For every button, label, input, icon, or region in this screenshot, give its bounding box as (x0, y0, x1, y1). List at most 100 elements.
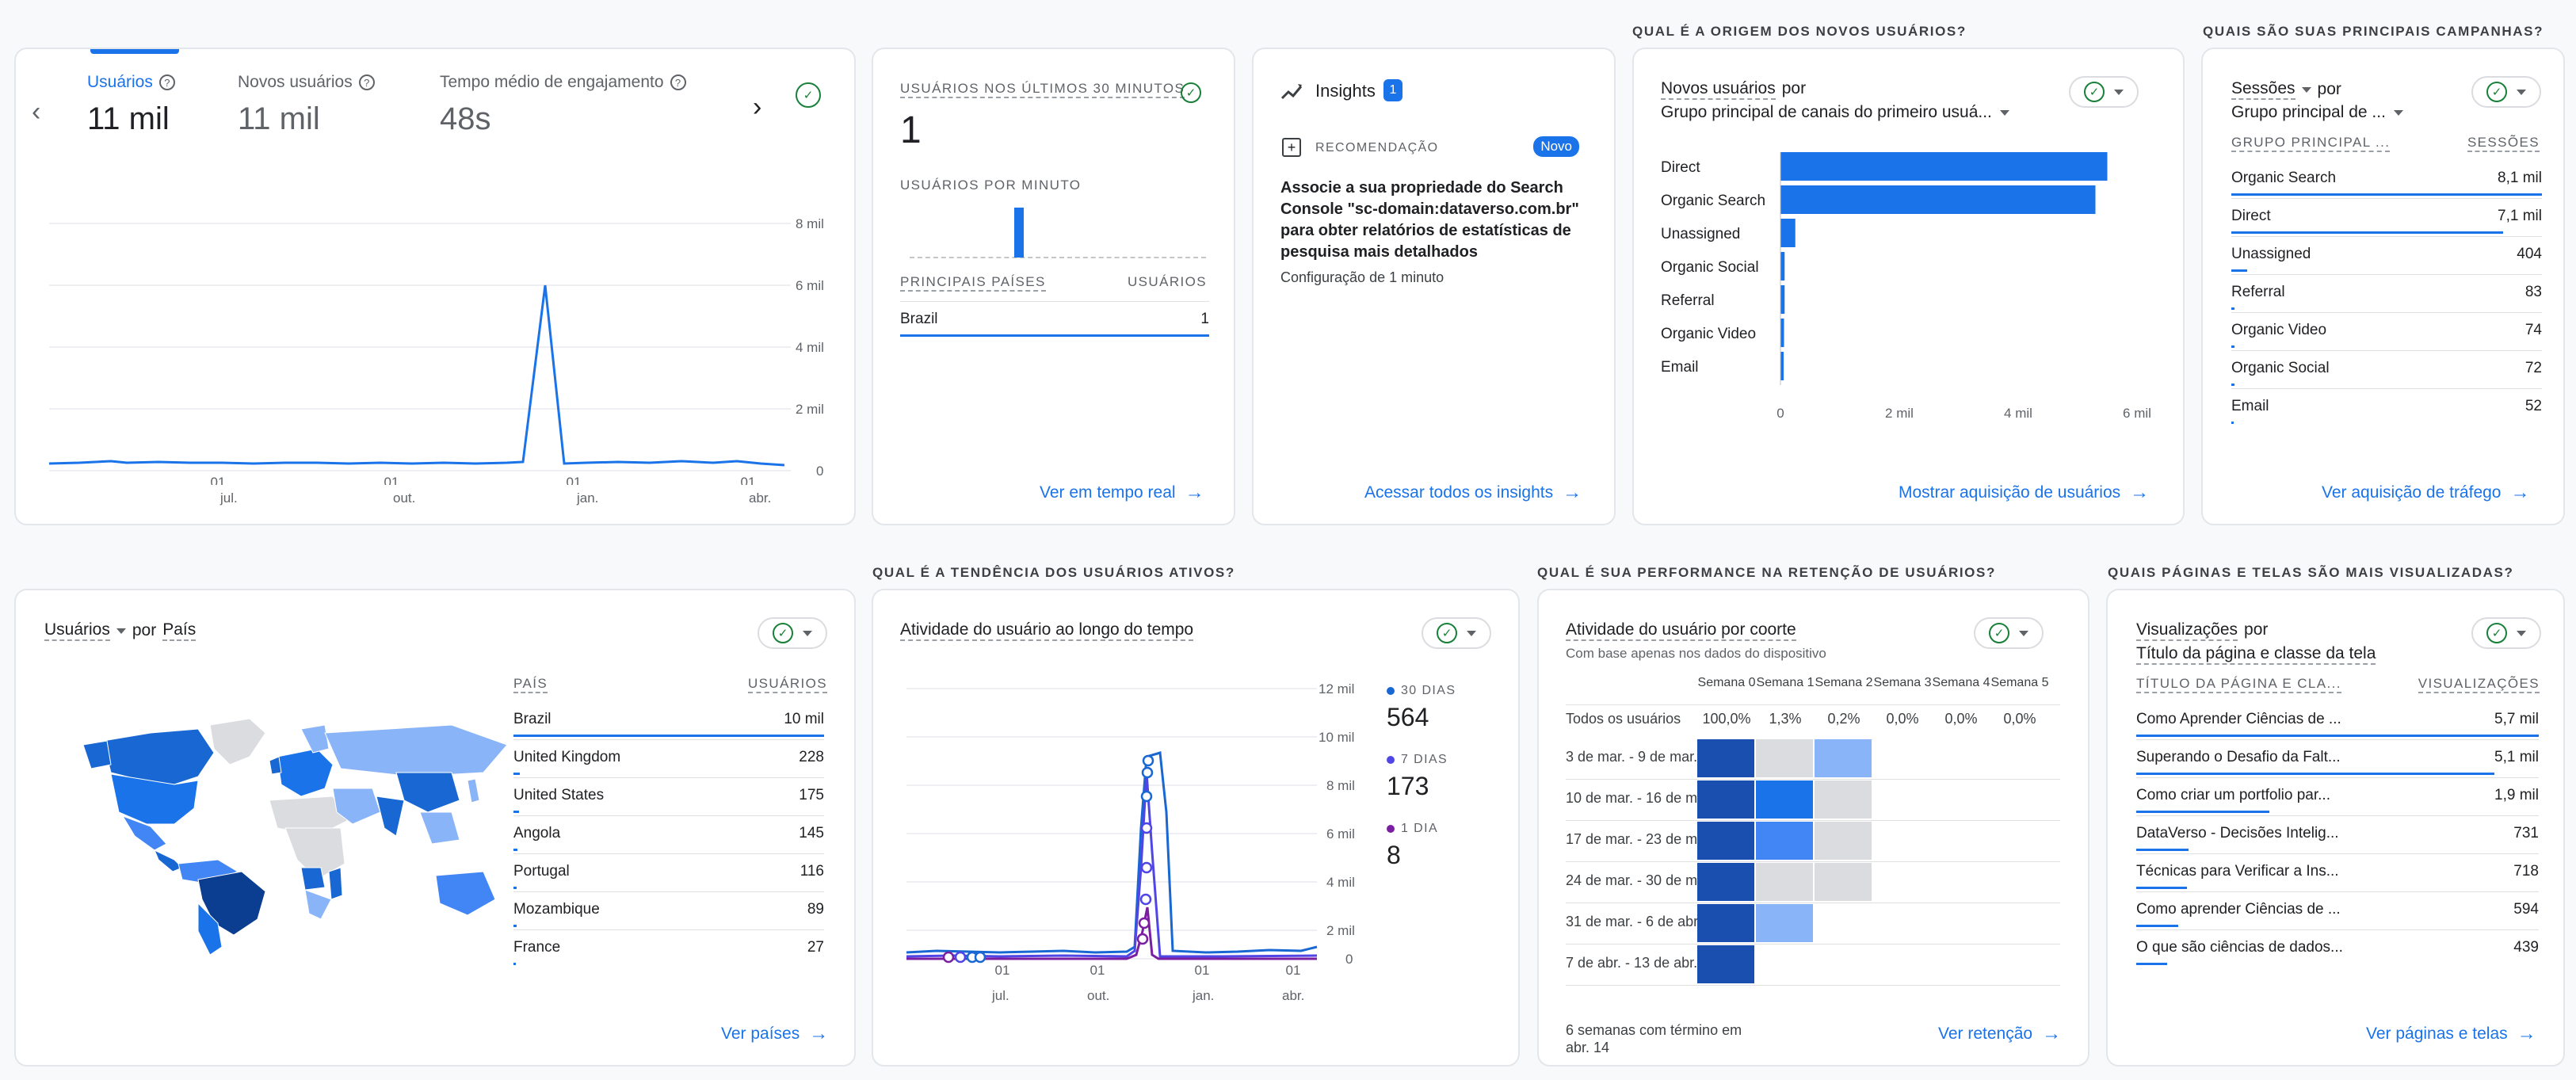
help-icon[interactable]: ? (670, 74, 686, 90)
bar[interactable] (1780, 219, 1796, 247)
retention-cell[interactable] (1815, 822, 1872, 860)
metric-selector[interactable]: Novos usuários (1661, 79, 1776, 100)
retention-cell[interactable] (1815, 863, 1872, 901)
bar[interactable] (1780, 352, 1784, 380)
metric-selector[interactable]: Sessões (2231, 79, 2296, 100)
retention-cell[interactable] (1756, 739, 1813, 777)
status-check-icon[interactable]: ✓ (796, 82, 821, 108)
dimension-selector[interactable]: Grupo principal de ... (2231, 103, 2403, 122)
status-dropdown[interactable]: ✓ (2471, 76, 2541, 108)
dimension-selector[interactable]: Grupo principal de canais do primeiro us… (1661, 103, 2009, 122)
world-map[interactable] (79, 709, 523, 955)
column-header-country[interactable]: PAÍS (513, 676, 548, 693)
metric-tab-users[interactable]: Usuários? 11 mil (87, 73, 175, 137)
retention-cell[interactable] (1697, 739, 1754, 777)
row-value-bar (2136, 963, 2168, 965)
retention-title[interactable]: Atividade do usuário por coorte (1566, 620, 1796, 641)
retention-cell[interactable] (1756, 904, 1813, 942)
acquisition-link[interactable]: Mostrar aquisição de usuários → (1899, 483, 2149, 502)
insights-title: Insights (1315, 81, 1376, 101)
table-row[interactable]: Organic Search 8,1 mil (2231, 170, 2542, 187)
dimension-selector[interactable]: País (162, 620, 197, 641)
retention-cell[interactable] (1697, 904, 1754, 942)
column-header-group[interactable]: GRUPO PRINCIPAL ... (2231, 135, 2391, 152)
countries-title[interactable]: Usuários por País (44, 620, 197, 641)
table-row[interactable]: DataVerso - Decisões Intelig... 731 (2136, 825, 2539, 842)
bar[interactable] (1780, 152, 2108, 181)
table-row[interactable]: Unassigned 404 (2231, 246, 2542, 263)
column-header-page-title[interactable]: TÍTULO DA PÁGINA E CLA... (2136, 676, 2341, 693)
retention-cell[interactable] (1815, 739, 1872, 777)
retention-cell[interactable] (1756, 780, 1813, 819)
table-row[interactable]: Organic Video 74 (2231, 322, 2542, 339)
status-dropdown[interactable]: ✓ (2069, 76, 2139, 108)
metric-tab-engagement[interactable]: Tempo médio de engajamento? 48s (440, 73, 686, 137)
campaigns-title[interactable]: Sessões por (2231, 79, 2341, 100)
x-tick-label: 0 (1776, 406, 1784, 421)
retention-cell[interactable] (1815, 780, 1872, 819)
column-header-sessions[interactable]: SESSÕES (2467, 135, 2540, 152)
help-icon[interactable]: ? (158, 74, 175, 90)
table-row[interactable]: Técnicas para Verificar a Ins... 718 (2136, 863, 2539, 880)
status-dropdown[interactable]: ✓ (1974, 617, 2044, 649)
next-arrow-icon[interactable]: › (753, 92, 762, 122)
activity-title[interactable]: Atividade do usuário ao longo do tempo (900, 620, 1194, 641)
table-row[interactable]: Como Aprender Ciências de ... 5,7 mil (2136, 711, 2539, 728)
table-row[interactable]: Angola 145 (513, 825, 824, 842)
country-row[interactable]: Brazil 1 (900, 311, 1209, 328)
table-row[interactable]: United States 175 (513, 787, 824, 804)
bar[interactable] (1780, 319, 1784, 347)
retention-cell[interactable] (1697, 863, 1754, 901)
metric-tab-new-users[interactable]: Novos usuários? 11 mil (238, 73, 375, 137)
retention-cell[interactable] (1697, 945, 1754, 983)
retention-cell[interactable] (1756, 822, 1813, 860)
row-value: 8,1 mil (2498, 170, 2542, 186)
status-dropdown[interactable]: ✓ (2471, 617, 2541, 649)
table-row[interactable]: Brazil 10 mil (513, 711, 824, 728)
retention-cell[interactable] (1697, 780, 1754, 819)
row-value: 7,1 mil (2498, 208, 2542, 224)
countries-header[interactable]: PRINCIPAIS PAÍSES (900, 274, 1046, 292)
metric-selector[interactable]: Visualizações (2136, 620, 2238, 641)
insights-link[interactable]: Acessar todos os insights → (1364, 483, 1582, 502)
pages-link[interactable]: Ver páginas e telas → (2366, 1025, 2536, 1044)
table-row[interactable]: Direct 7,1 mil (2231, 208, 2542, 225)
help-icon[interactable]: ? (358, 74, 375, 90)
row-value: 1,9 mil (2494, 787, 2539, 803)
table-row[interactable]: United Kingdom 228 (513, 749, 824, 766)
status-dropdown[interactable]: ✓ (1422, 617, 1491, 649)
table-row[interactable]: Referral 83 (2231, 284, 2542, 301)
prev-arrow-icon[interactable]: ‹ (32, 97, 41, 127)
status-check-icon[interactable]: ✓ (1181, 82, 1201, 103)
status-dropdown[interactable]: ✓ (758, 617, 827, 649)
retention-cell[interactable] (1697, 822, 1754, 860)
dimension-selector[interactable]: Título da página e classe da tela (2136, 644, 2376, 665)
table-row[interactable]: Organic Social 72 (2231, 360, 2542, 377)
realtime-link[interactable]: Ver em tempo real → (1040, 483, 1204, 502)
table-row[interactable]: Como aprender Ciências de ... 594 (2136, 901, 2539, 918)
countries-link[interactable]: Ver países → (721, 1025, 828, 1044)
bar[interactable] (1780, 252, 1785, 280)
table-row[interactable]: O que são ciências de dados... 439 (2136, 939, 2539, 956)
table-row[interactable]: Superando o Desafio da Falt... 5,1 mil (2136, 749, 2539, 766)
acquisition-title[interactable]: Novos usuários por (1661, 79, 1806, 100)
column-header-views[interactable]: VISUALIZAÇÕES (2418, 676, 2540, 693)
table-row[interactable]: France 27 (513, 939, 824, 956)
campaigns-link[interactable]: Ver aquisição de tráfego → (2322, 483, 2530, 502)
table-row[interactable]: Portugal 116 (513, 863, 824, 880)
bar[interactable] (1780, 185, 2096, 214)
column-header-users[interactable]: USUÁRIOS (748, 676, 827, 693)
retention-cell[interactable] (1756, 863, 1813, 901)
table-row[interactable]: Mozambique 89 (513, 901, 824, 918)
row-divider (513, 777, 824, 778)
pages-title[interactable]: Visualizações por (2136, 620, 2268, 641)
insight-text[interactable]: Associe a sua propriedade do Search Cons… (1280, 179, 1579, 261)
check-icon: ✓ (2084, 82, 2105, 102)
realtime-title[interactable]: USUÁRIOS NOS ÚLTIMOS 30 MINUTOS (900, 81, 1185, 98)
per-minute-bar[interactable] (1014, 208, 1024, 258)
retention-link[interactable]: Ver retenção → (1938, 1025, 2061, 1044)
table-row[interactable]: Como criar um portfolio par... 1,9 mil (2136, 787, 2539, 804)
table-row[interactable]: Email 52 (2231, 398, 2542, 415)
metric-selector[interactable]: Usuários (44, 620, 110, 641)
bar[interactable] (1780, 285, 1785, 314)
